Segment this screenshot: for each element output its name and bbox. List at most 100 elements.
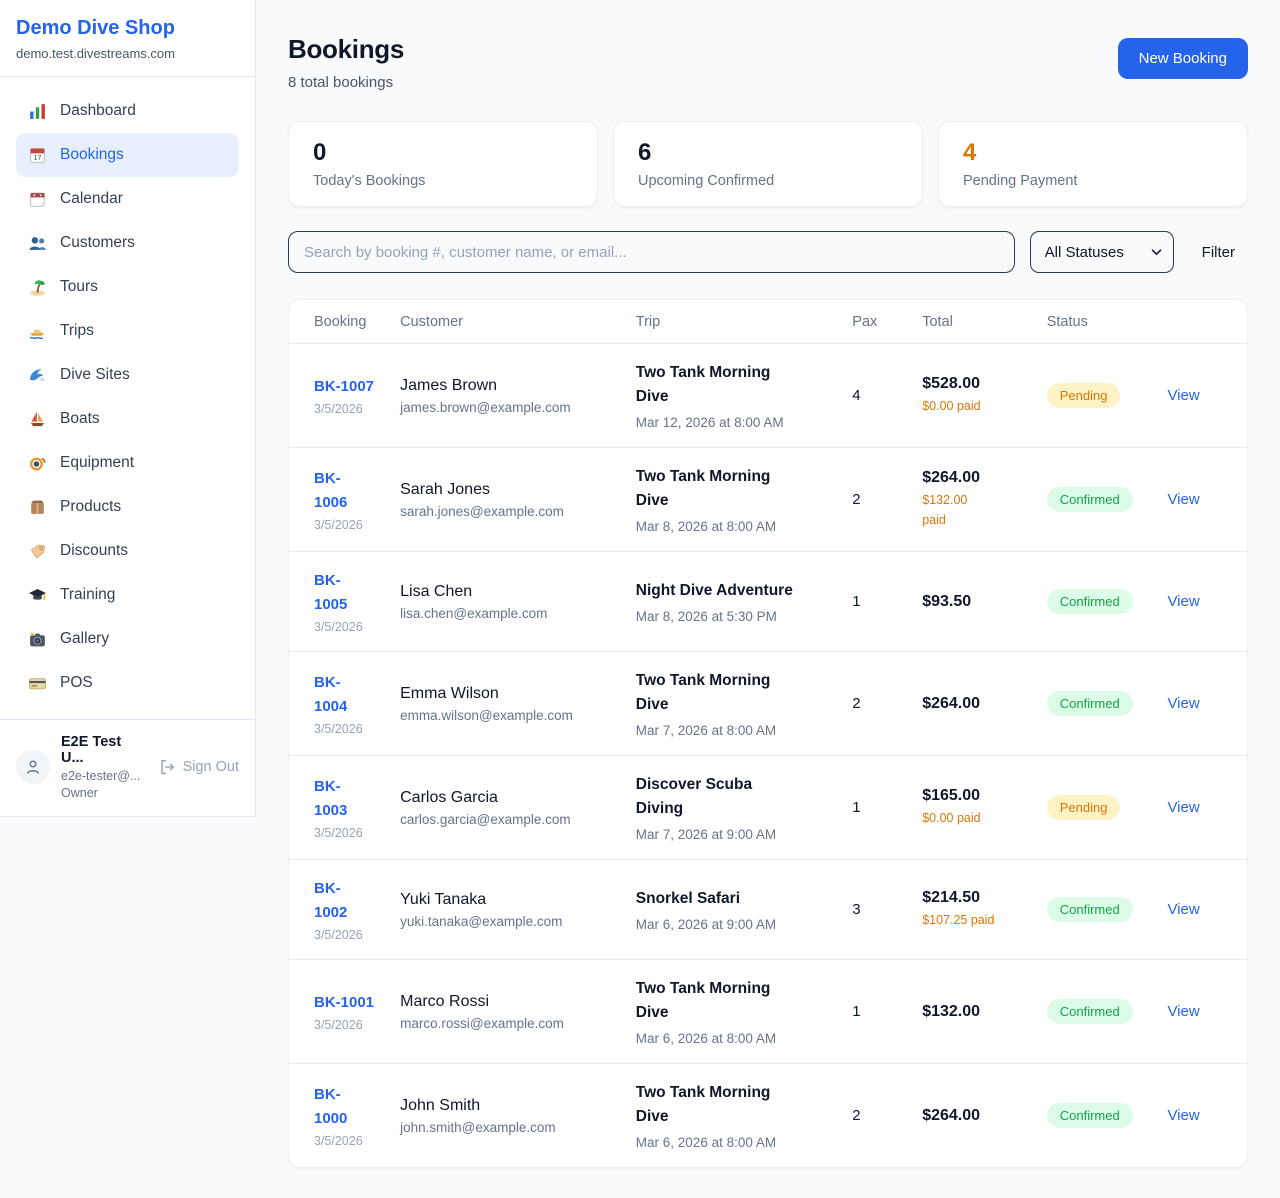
sidebar-item-label: Dive Sites: [60, 366, 130, 383]
user-name: E2E Test U...: [61, 734, 122, 766]
booking-date: 3/5/2026: [314, 826, 363, 841]
booking-id-link[interactable]: BK- 1002: [314, 880, 348, 922]
sidebar-item-discounts[interactable]: Discounts: [16, 529, 239, 573]
status-badge: Pending: [1046, 795, 1121, 821]
view-link[interactable]: View: [1167, 1002, 1200, 1020]
stat-label: Pending Payment: [963, 173, 1078, 189]
sidebar-item-trips[interactable]: Trips: [16, 309, 239, 353]
sidebar-item-training[interactable]: Training: [16, 573, 239, 617]
stat-label: Upcoming Confirmed: [638, 173, 775, 189]
total-amount: $214.50: [922, 888, 981, 906]
sidebar-item-products[interactable]: Products: [16, 485, 239, 529]
trip-name: Two Tank Morning Dive: [635, 980, 771, 1022]
total-amount: $264.00: [922, 694, 981, 712]
status-badge: Confirmed: [1046, 999, 1133, 1025]
view-link[interactable]: View: [1167, 694, 1200, 712]
booking-id-link[interactable]: BK- 1004: [314, 674, 348, 716]
search-input[interactable]: [288, 231, 1015, 273]
sidebar-item-label: Tours: [60, 278, 98, 295]
paid-amount: $0.00 paid: [922, 398, 981, 413]
user-role: Owner: [61, 786, 98, 800]
brand-link[interactable]: Demo Dive Shop: [16, 17, 175, 39]
speedboat-icon: [28, 322, 47, 341]
camera-icon: [28, 630, 47, 649]
sidebar-item-gallery[interactable]: Gallery: [16, 617, 239, 661]
view-link[interactable]: View: [1167, 490, 1200, 508]
booking-date: 3/5/2026: [314, 620, 363, 635]
sidebar-item-tours[interactable]: Tours: [16, 265, 239, 309]
sign-out-button[interactable]: Sign Out: [158, 758, 239, 776]
col-actions: [1167, 300, 1247, 343]
stat-value: 4: [963, 139, 977, 166]
tag-icon: [28, 542, 47, 561]
booking-id-link[interactable]: BK- 1000: [314, 1086, 348, 1128]
booking-id-link[interactable]: BK-1001: [314, 994, 375, 1012]
col-trip: Trip: [635, 314, 661, 330]
col-customer: Customer: [400, 314, 463, 330]
sidebar-item-dashboard[interactable]: Dashboard: [16, 89, 239, 133]
trip-name: Night Dive Adventure: [635, 582, 793, 600]
sidebar-item-label: Training: [60, 586, 116, 603]
trip-name: Two Tank Morning Dive: [635, 364, 771, 406]
stat-card-pending-payment: 4 Pending Payment: [938, 121, 1248, 207]
stat-value: 6: [638, 139, 652, 166]
status-select[interactable]: All Statuses: [1029, 231, 1174, 273]
sidebar-item-bookings[interactable]: 17 Bookings: [16, 133, 239, 177]
page-title: Bookings: [288, 34, 405, 64]
trip-name: Two Tank Morning Dive: [635, 1084, 771, 1126]
sidebar-item-customers[interactable]: Customers: [16, 221, 239, 265]
status-badge: Confirmed: [1046, 1103, 1133, 1129]
view-link[interactable]: View: [1167, 386, 1200, 404]
stat-card-todays-bookings: 0 Today's Bookings: [288, 121, 598, 207]
booking-id-link[interactable]: BK- 1006: [314, 470, 348, 512]
page-subtitle: 8 total bookings: [288, 74, 394, 91]
status-badge: Confirmed: [1046, 589, 1133, 615]
total-amount: $264.00: [922, 1106, 981, 1124]
stat-value: 0: [313, 139, 327, 166]
customer-name: John Smith: [400, 1096, 481, 1114]
sidebar-item-pos[interactable]: POS: [16, 661, 239, 705]
trip-datetime: Mar 12, 2026 at 8:00 AM: [635, 415, 784, 431]
person-icon: [23, 757, 43, 777]
pax-count: 1: [852, 593, 861, 611]
pax-count: 2: [852, 1107, 861, 1125]
booking-date: 3/5/2026: [314, 1134, 363, 1149]
booking-date: 3/5/2026: [314, 928, 363, 943]
trip-name: Two Tank Morning Dive: [635, 468, 771, 510]
graduation-cap-icon: [28, 586, 47, 605]
wave-icon: [28, 366, 47, 385]
sidebar-item-calendar[interactable]: Calendar: [16, 177, 239, 221]
table-header-row: Booking Customer Trip Pax Total Status: [289, 300, 1247, 343]
new-booking-button[interactable]: New Booking: [1117, 38, 1248, 79]
table-row: BK- 1006 3/5/2026 Sarah Jones sarah.jones@…: [289, 447, 1247, 552]
calendar-date-icon: 17: [28, 146, 47, 165]
status-select-wrap: All Statuses: [1029, 231, 1174, 273]
total-amount: $132.00: [922, 1002, 981, 1020]
stats-row: 0 Today's Bookings 6 Upcoming Confirmed …: [288, 121, 1248, 207]
booking-date: 3/5/2026: [314, 1018, 363, 1033]
trip-datetime: Mar 8, 2026 at 5:30 PM: [635, 609, 777, 625]
status-badge: Confirmed: [1046, 897, 1133, 923]
customer-email: lisa.chen@example.com: [400, 605, 548, 621]
bookings-table: Booking Customer Trip Pax Total Status B…: [289, 300, 1247, 1168]
sidebar-item-equipment[interactable]: Equipment: [16, 441, 239, 485]
main-content: Bookings 8 total bookings New Booking 0 …: [256, 0, 1280, 1198]
view-link[interactable]: View: [1167, 798, 1200, 816]
booking-id-link[interactable]: BK-1007: [314, 378, 375, 396]
bookings-table-card: Booking Customer Trip Pax Total Status B…: [288, 299, 1248, 1169]
sidebar-item-boats[interactable]: Boats: [16, 397, 239, 441]
view-link[interactable]: View: [1167, 1106, 1200, 1124]
sidebar-item-dive-sites[interactable]: Dive Sites: [16, 353, 239, 397]
package-icon: [28, 498, 47, 517]
sidebar-item-label: Dashboard: [60, 102, 136, 119]
trip-datetime: Mar 7, 2026 at 9:00 AM: [635, 827, 777, 843]
booking-id-link[interactable]: BK- 1005: [314, 572, 348, 614]
booking-date: 3/5/2026: [314, 722, 363, 737]
page-title-block: Bookings 8 total bookings: [288, 34, 404, 91]
booking-id-link[interactable]: BK- 1003: [314, 778, 348, 820]
col-booking: Booking: [314, 314, 367, 330]
status-badge: Confirmed: [1046, 691, 1133, 717]
view-link[interactable]: View: [1167, 900, 1200, 918]
filter-button[interactable]: Filter: [1189, 244, 1248, 261]
view-link[interactable]: View: [1167, 592, 1200, 610]
